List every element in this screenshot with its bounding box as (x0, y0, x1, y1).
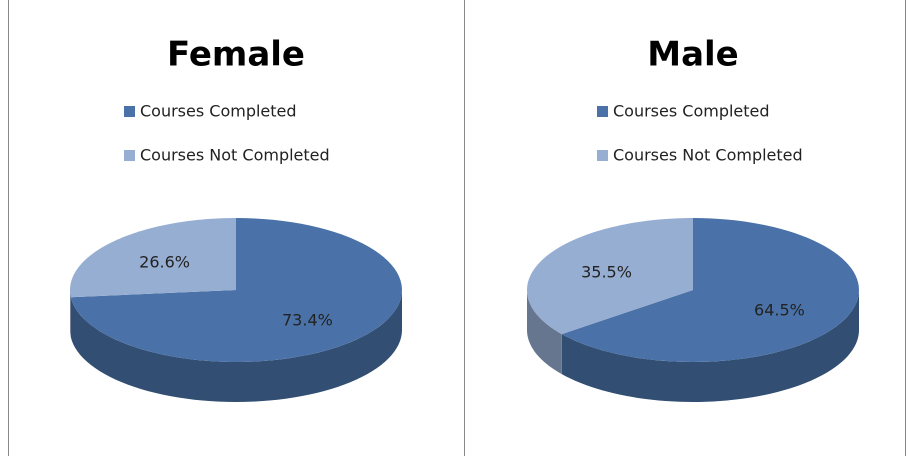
chart-title: Male (647, 35, 739, 75)
legend-swatch (597, 106, 608, 117)
slice (70, 218, 236, 298)
slice-side (70, 290, 402, 402)
legend-label: Courses Not Completed (140, 146, 330, 165)
legend-label: Courses Not Completed (613, 146, 803, 165)
data-label: 64.5% (754, 301, 805, 320)
slice (527, 218, 693, 335)
data-label: 35.5% (581, 262, 632, 281)
slice-side (561, 290, 859, 402)
slice (70, 218, 402, 362)
legend-swatch (124, 150, 135, 161)
legend-swatch (124, 106, 135, 117)
legend-label: Courses Completed (140, 102, 297, 121)
chart-title: Female (167, 35, 305, 75)
slice (561, 218, 859, 362)
data-label: 26.6% (139, 253, 190, 272)
data-label: 73.4% (282, 310, 333, 329)
slice-side (527, 290, 562, 375)
slice-side (70, 290, 71, 338)
legend-label: Courses Completed (613, 102, 770, 121)
legend-swatch (597, 150, 608, 161)
